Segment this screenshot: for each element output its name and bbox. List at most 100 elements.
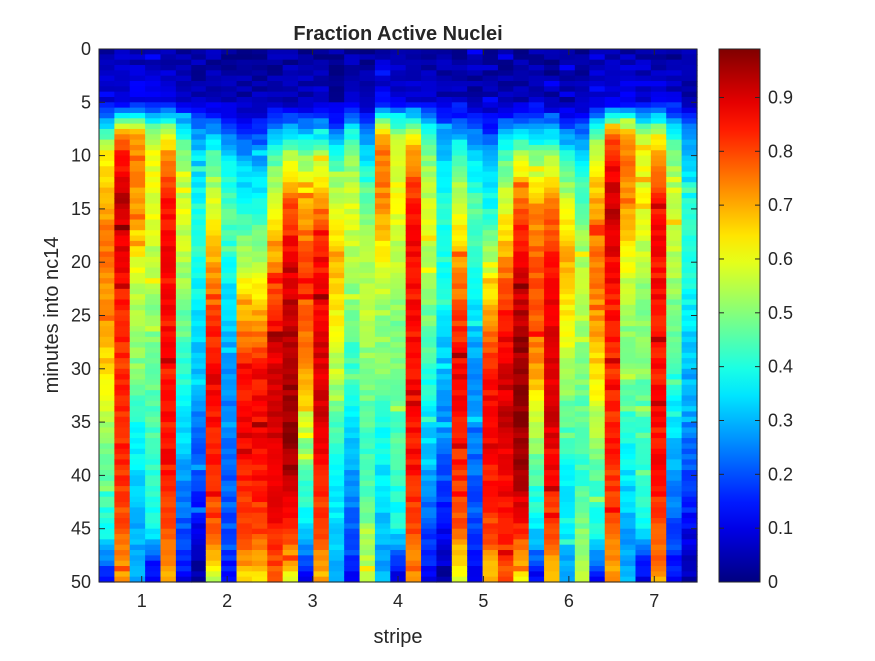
heatmap-cell <box>635 358 652 365</box>
heatmap-cell <box>160 107 177 114</box>
heatmap-cell <box>251 171 268 178</box>
heatmap-cell <box>666 96 683 103</box>
heatmap-cell <box>528 502 545 508</box>
heatmap-cell <box>236 576 253 583</box>
heatmap-cell <box>467 544 484 551</box>
heatmap-cell <box>205 390 222 397</box>
heatmap-cell <box>650 224 667 231</box>
heatmap-cell <box>313 59 330 66</box>
heatmap-cell <box>436 288 453 295</box>
heatmap-cell <box>191 427 208 434</box>
heatmap-cell <box>313 528 330 535</box>
heatmap-cell <box>160 342 177 349</box>
heatmap-cell <box>405 107 422 114</box>
heatmap-cell <box>574 480 591 487</box>
heatmap-column <box>604 49 621 583</box>
heatmap-cell <box>175 320 192 327</box>
heatmap-cell <box>129 96 146 103</box>
heatmap-cell <box>114 192 131 199</box>
heatmap-cell <box>298 576 315 583</box>
heatmap-cell <box>298 320 315 327</box>
heatmap-cell <box>251 400 268 407</box>
heatmap-cell <box>620 283 637 290</box>
heatmap-cell <box>282 272 299 279</box>
heatmap-cell <box>574 315 591 322</box>
heatmap-cell <box>344 96 361 103</box>
heatmap-cell <box>436 390 453 397</box>
heatmap-cell <box>282 464 299 471</box>
heatmap-cell <box>191 550 208 556</box>
heatmap-cell <box>359 432 376 439</box>
heatmap-cell <box>467 326 484 333</box>
heatmap-cell <box>604 384 621 391</box>
heatmap-cell <box>451 486 468 492</box>
heatmap-cell <box>528 166 545 173</box>
heatmap-cell <box>681 49 698 55</box>
heatmap-cell <box>544 150 561 157</box>
heatmap-cell <box>681 443 698 450</box>
heatmap-cell <box>251 187 268 194</box>
heatmap-cell <box>129 379 146 386</box>
heatmap-cell <box>175 59 192 66</box>
heatmap-cell <box>313 251 330 258</box>
heatmap-cell <box>559 539 576 546</box>
heatmap-cell <box>436 379 453 386</box>
heatmap-cell <box>374 224 391 231</box>
heatmap-cell <box>344 54 361 61</box>
heatmap-cell <box>282 230 299 237</box>
heatmap-cell <box>513 155 530 162</box>
heatmap-cell <box>236 347 253 354</box>
heatmap-cell <box>282 459 299 466</box>
heatmap-cell <box>635 267 652 274</box>
heatmap-cell <box>482 491 499 498</box>
heatmap-cell <box>405 139 422 146</box>
heatmap-cell <box>574 448 591 455</box>
heatmap-cell <box>99 576 115 583</box>
heatmap-cell <box>467 91 484 98</box>
heatmap-cell <box>374 539 391 546</box>
heatmap-cell <box>467 171 484 178</box>
heatmap-cell <box>328 150 345 157</box>
heatmap-cell <box>114 256 131 263</box>
heatmap-cell <box>559 411 576 418</box>
heatmap-cell <box>604 400 621 407</box>
heatmap-cell <box>145 331 162 338</box>
heatmap-cell <box>359 139 376 146</box>
heatmap-cell <box>205 224 222 231</box>
heatmap-cell <box>482 54 499 61</box>
heatmap-cell <box>145 432 162 439</box>
heatmap-cell <box>236 192 253 199</box>
heatmap-cell <box>298 64 315 71</box>
heatmap-cell <box>467 123 484 130</box>
heatmap-cell <box>160 118 177 125</box>
heatmap-cell <box>635 331 652 338</box>
heatmap-cell <box>221 454 238 461</box>
heatmap-cell <box>620 160 637 167</box>
heatmap-cell <box>635 342 652 349</box>
heatmap-cell <box>191 304 208 311</box>
heatmap-cell <box>359 134 376 141</box>
heatmap-cell <box>544 438 561 445</box>
heatmap-cell <box>528 331 545 338</box>
heatmap-cell <box>666 304 683 311</box>
heatmap-cell <box>497 464 514 471</box>
heatmap-cell <box>559 576 576 583</box>
heatmap-cell <box>497 123 514 130</box>
heatmap-cell <box>513 528 530 535</box>
heatmap-cell <box>114 54 131 61</box>
heatmap-cell <box>681 544 698 551</box>
heatmap-cell <box>528 342 545 349</box>
heatmap-cell <box>482 390 499 397</box>
heatmap-cell <box>251 347 268 354</box>
heatmap-cell <box>482 486 499 492</box>
heatmap-cell <box>681 80 698 87</box>
heatmap-cell <box>620 331 637 338</box>
heatmap-cell <box>497 406 514 413</box>
heatmap-cell <box>436 464 453 471</box>
heatmap-cell <box>191 64 208 71</box>
heatmap-cell <box>205 395 222 402</box>
heatmap-cell <box>374 560 391 567</box>
heatmap-cell <box>635 246 652 253</box>
heatmap-cell <box>344 240 361 247</box>
heatmap-cell <box>129 262 146 269</box>
